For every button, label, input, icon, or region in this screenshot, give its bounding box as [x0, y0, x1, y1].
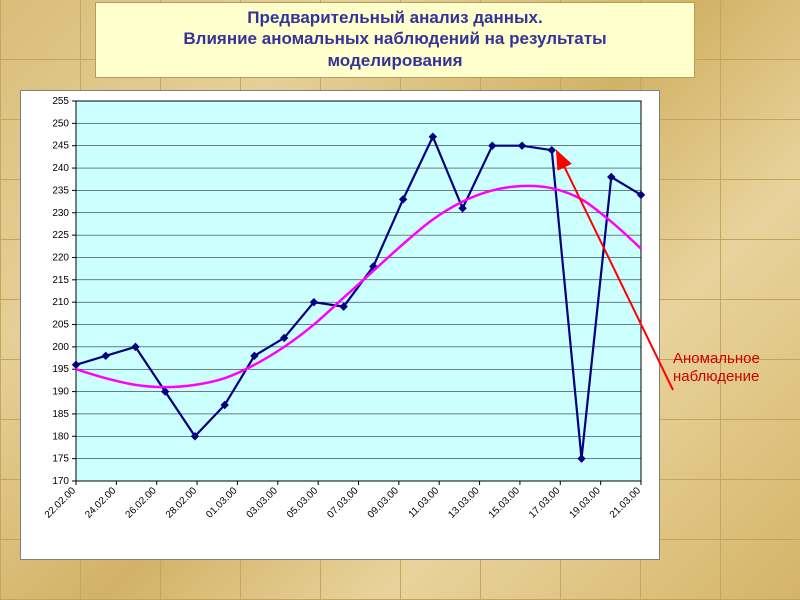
- x-tick-label: 17.03.00: [527, 485, 563, 521]
- title-line-2: Влияние аномальных наблюдений на результ…: [104, 28, 686, 49]
- y-tick-label: 240: [52, 163, 69, 174]
- y-tick-label: 195: [52, 364, 69, 375]
- x-tick-label: 22.02.00: [43, 485, 79, 521]
- x-tick-label: 01.03.00: [204, 485, 240, 521]
- y-tick-label: 235: [52, 185, 69, 196]
- chart-container: 170 175 180 185 190 195 200 205 210 215 220 225 230 2…: [20, 90, 660, 560]
- anomaly-annotation-line1: Аномальное: [673, 350, 760, 367]
- x-tick-label: 05.03.00: [285, 485, 321, 521]
- y-tick-label: 245: [52, 141, 69, 152]
- y-tick-label: 230: [52, 208, 69, 219]
- x-tick-label: 11.03.00: [407, 485, 442, 520]
- y-tick-label: 175: [52, 454, 69, 465]
- y-tick-label: 220: [52, 252, 69, 263]
- x-tick-label: 07.03.00: [325, 485, 361, 521]
- y-tick-label: 190: [52, 387, 69, 398]
- y-tick-label: 205: [52, 320, 69, 331]
- x-tick-label: 28.02.00: [164, 485, 200, 521]
- y-tick-label: 180: [52, 431, 69, 442]
- y-tick-label: 255: [52, 96, 69, 107]
- y-tick-label: 215: [52, 275, 69, 286]
- y-tick-label: 250: [52, 118, 69, 129]
- y-tick-label: 200: [52, 342, 69, 353]
- x-tick-label: 19.03.00: [567, 485, 603, 521]
- anomaly-annotation-line2: наблюдение: [673, 368, 759, 385]
- x-tick-label: 26.02.00: [124, 485, 160, 521]
- y-tick-label: 170: [52, 476, 69, 487]
- y-tick-label: 225: [52, 230, 69, 241]
- x-tick-label: 09.03.00: [366, 485, 402, 521]
- x-tick-label: 03.03.00: [245, 485, 281, 521]
- y-tick-label: 185: [52, 409, 69, 420]
- x-tick-label: 15.03.00: [487, 485, 523, 521]
- anomaly-annotation: Аномальное наблюдение: [673, 350, 797, 386]
- x-tick-label: 13.03.00: [446, 485, 482, 521]
- y-tick-label: 210: [52, 297, 69, 308]
- x-tick-label: 24.02.00: [83, 485, 119, 521]
- title-line-3: моделирования: [104, 50, 686, 71]
- title-banner: Предварительный анализ данных. Влияние а…: [95, 2, 695, 78]
- chart-svg: 170 175 180 185 190 195 200 205 210 215 220 225 230 2…: [21, 91, 659, 559]
- title-line-1: Предварительный анализ данных.: [104, 7, 686, 28]
- x-tick-label: 21.03.00: [608, 485, 644, 521]
